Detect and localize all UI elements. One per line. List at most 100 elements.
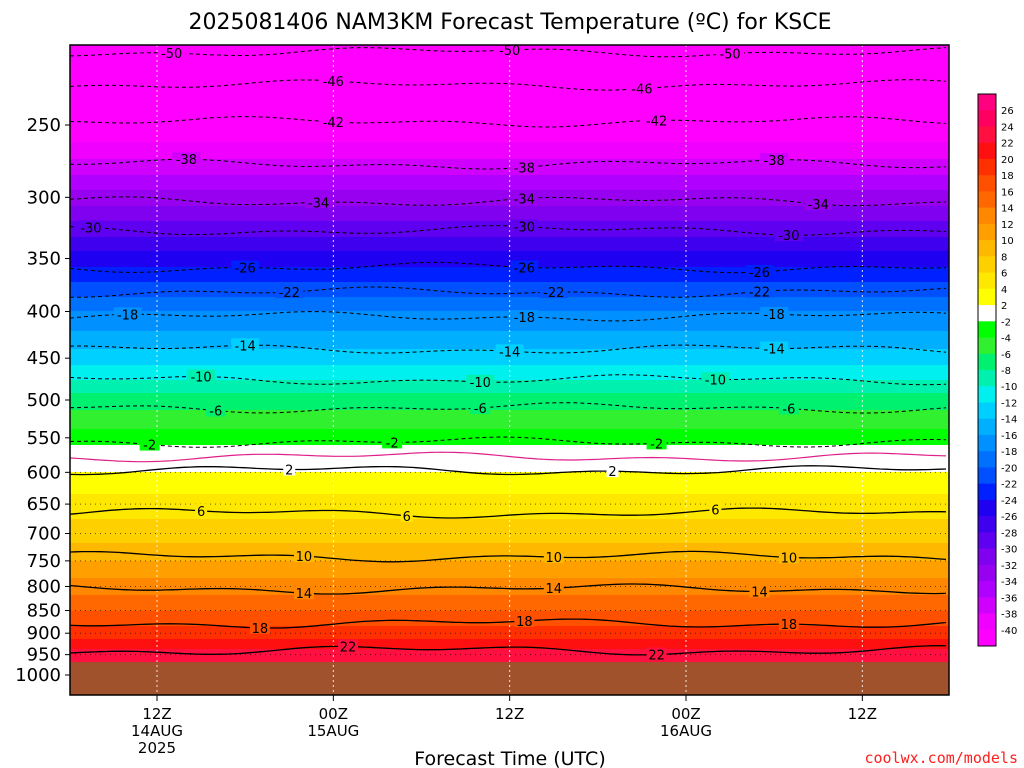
temperature-band	[70, 318, 949, 320]
contour-label: -26	[514, 261, 535, 276]
temperature-band	[70, 549, 949, 551]
legend-swatch	[978, 516, 996, 533]
temperature-band	[70, 313, 949, 315]
temperature-band	[70, 224, 949, 226]
temperature-band	[70, 483, 949, 485]
temperature-band	[70, 78, 949, 80]
contour-label: 14	[296, 587, 313, 602]
temperature-band	[70, 447, 949, 449]
temperature-band	[70, 432, 949, 434]
temperature-band	[70, 93, 949, 95]
temperature-band	[70, 597, 949, 599]
contour-label: -38	[764, 154, 785, 169]
temperature-band	[70, 74, 949, 76]
temperature-band	[70, 308, 949, 310]
temperature-band	[70, 58, 949, 60]
legend-label: -36	[1001, 593, 1017, 604]
temperature-band	[70, 482, 949, 484]
temperature-band	[70, 568, 949, 570]
contour-label-bg	[646, 436, 667, 450]
temperature-band	[70, 234, 949, 236]
temperature-band	[70, 374, 949, 376]
legend-swatch	[978, 451, 996, 468]
temperature-band	[70, 179, 949, 181]
temperature-band	[70, 407, 949, 409]
temperature-band	[70, 608, 949, 610]
x-tick-label: 2025	[138, 739, 176, 757]
contour-label-bg	[283, 462, 296, 476]
temperature-band	[70, 552, 949, 554]
contour-label-bg	[293, 549, 314, 563]
temperature-band	[70, 59, 949, 61]
temperature-band	[70, 133, 949, 135]
temperature-band	[70, 392, 949, 394]
temperature-band	[70, 194, 949, 196]
temperature-band	[70, 197, 949, 199]
temperature-band	[70, 469, 949, 471]
temperature-band	[70, 88, 949, 90]
temperature-band	[70, 109, 949, 111]
temperature-band	[70, 284, 949, 286]
temperature-band	[70, 339, 949, 341]
contour-label: -22	[279, 286, 300, 301]
temperature-band	[70, 499, 949, 501]
legend-label: -40	[1001, 626, 1017, 637]
temperature-band	[70, 142, 949, 144]
temperature-band	[70, 273, 949, 275]
contour-label: -18	[764, 308, 785, 323]
legend-label: 6	[1001, 269, 1007, 280]
temperature-band	[70, 252, 949, 254]
contour-line	[70, 374, 947, 386]
contour-label: -34	[808, 198, 829, 213]
temperature-band	[70, 168, 949, 170]
contour-label-bg	[606, 464, 619, 478]
x-tick-label: 14AUG	[131, 722, 183, 740]
temperature-band	[70, 232, 949, 234]
contour-line	[70, 196, 947, 207]
legend-label: 14	[1001, 204, 1014, 215]
temperature-band	[70, 327, 949, 329]
temperature-band	[70, 137, 949, 139]
contour-label-bg	[466, 374, 495, 388]
temperature-band	[70, 434, 949, 436]
temperature-band	[70, 598, 949, 600]
temperature-band	[70, 209, 949, 211]
temperature-band	[70, 463, 949, 465]
temperature-band	[70, 563, 949, 565]
temperature-band	[70, 214, 949, 216]
contour-label: 10	[296, 550, 313, 565]
temperature-band	[70, 584, 949, 586]
temperature-band	[70, 657, 949, 659]
temperature-band	[70, 618, 949, 620]
contour-label: -38	[514, 161, 535, 176]
legend-label: 22	[1001, 139, 1014, 150]
contour-label: -50	[719, 48, 740, 63]
temperature-band	[70, 524, 949, 526]
temperature-band	[70, 127, 949, 129]
contour-label: 6	[403, 510, 411, 525]
temperature-band	[70, 609, 949, 611]
temperature-band	[70, 637, 949, 639]
temperature-band	[70, 68, 949, 70]
contour-label: 2	[285, 464, 293, 479]
temperature-band	[70, 659, 949, 661]
temperature-band	[70, 89, 949, 91]
legend-swatch	[978, 629, 996, 647]
temperature-band	[70, 492, 949, 494]
temperature-band	[70, 223, 949, 225]
legend-swatch	[978, 483, 996, 501]
contour-label-bg	[760, 341, 789, 355]
temperature-band	[70, 503, 949, 505]
legend-label: 8	[1001, 252, 1007, 263]
temperature-band	[70, 247, 949, 249]
legend-label: 16	[1001, 187, 1014, 198]
temperature-band	[70, 634, 949, 636]
temperature-band	[70, 444, 949, 446]
temperature-band	[70, 562, 949, 564]
temperature-band	[70, 342, 949, 344]
temperature-band	[70, 607, 949, 609]
temperature-band	[70, 457, 949, 459]
contour-label-bg	[319, 115, 348, 129]
temperature-band	[70, 134, 949, 136]
temperature-band	[70, 259, 949, 261]
